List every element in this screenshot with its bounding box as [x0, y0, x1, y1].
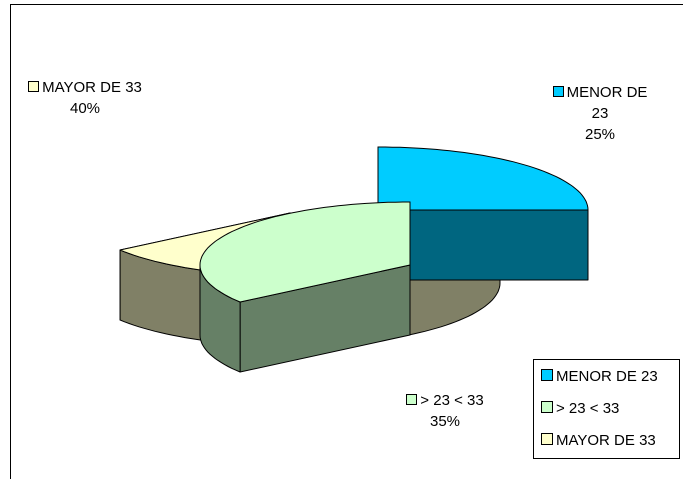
- legend-swatch: [541, 433, 553, 445]
- slice-percent: 35%: [429, 413, 461, 430]
- slice-label-swatch: [552, 86, 564, 97]
- legend-item-mayor-de-33: MAYOR DE 33: [541, 432, 656, 449]
- slice-label-line: 23: [591, 105, 609, 122]
- legend-item-23-33: > 23 < 33: [541, 400, 619, 417]
- legend-item-menor-de-23: MENOR DE 23: [541, 368, 658, 385]
- slice-label-menor-de-23: MENOR DE 23 25%: [530, 82, 670, 145]
- legend-swatch: [541, 401, 553, 413]
- slice-label-mayor-de-33: MAYOR DE 33 40%: [10, 77, 160, 119]
- slice-percent: 25%: [584, 126, 616, 143]
- slice-percent: 40%: [69, 100, 101, 117]
- slice-label-line: MAYOR DE 33: [42, 79, 142, 96]
- slice-label-swatch: [406, 394, 418, 405]
- slice-label-line: MENOR DE: [566, 84, 648, 101]
- legend-label: > 23 < 33: [556, 400, 620, 417]
- slice-top-menor-de-23: [377, 146, 589, 211]
- slice-label-23-33: > 23 < 33 35%: [385, 390, 505, 432]
- chart-legend: MENOR DE 23 > 23 < 33 MAYOR DE 33: [533, 359, 680, 459]
- legend-label: MENOR DE 23: [556, 368, 658, 385]
- pie-slices: [119, 146, 589, 373]
- slice-label-line: > 23 < 33: [420, 392, 484, 409]
- slice-top-23-33: [199, 201, 411, 303]
- slice-label-swatch: [28, 81, 40, 92]
- legend-swatch: [541, 369, 553, 381]
- legend-label: MAYOR DE 33: [556, 432, 656, 449]
